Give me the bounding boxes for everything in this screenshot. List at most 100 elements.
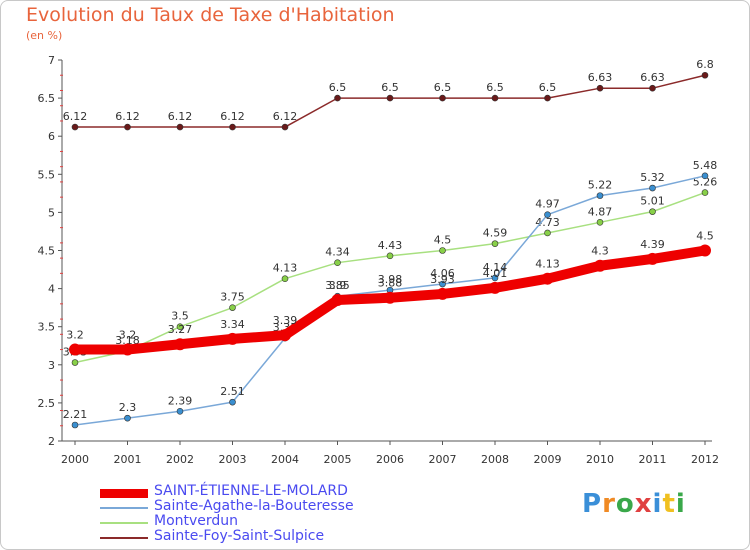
x-tick-label: 2008: [481, 453, 509, 466]
data-label: 4.43: [378, 239, 403, 252]
legend-swatch: [100, 537, 148, 539]
data-label: 6.12: [115, 110, 140, 123]
data-point: [649, 184, 656, 192]
data-label: 4.14: [483, 261, 508, 274]
data-point: [229, 123, 236, 131]
data-label: 4.97: [535, 198, 560, 211]
data-label: 6.5: [434, 81, 452, 94]
data-point: [436, 287, 449, 300]
y-tick-label: 6.5: [38, 92, 56, 105]
data-point: [596, 192, 604, 199]
y-tick-label: 4.5: [38, 245, 56, 258]
data-label: 3.27: [168, 323, 193, 336]
data-point: [281, 123, 289, 131]
y-tick-label: 5.5: [38, 168, 56, 181]
data-label: 4.39: [640, 238, 665, 251]
logo-letter: o: [615, 489, 635, 519]
chart-subtitle: (en %): [26, 29, 63, 42]
data-point: [279, 329, 291, 342]
data-point: [544, 229, 551, 237]
data-point: [124, 123, 131, 131]
data-label: 3.39: [273, 314, 298, 327]
data-point: [491, 240, 499, 247]
x-tick-label: 2005: [324, 453, 352, 466]
data-point: [71, 359, 79, 366]
x-tick-label: 2010: [586, 453, 614, 466]
data-label: 3.85: [325, 279, 350, 292]
data-label: 2.21: [63, 408, 88, 421]
data-point: [176, 323, 184, 331]
data-point: [596, 84, 604, 92]
x-tick-label: 2012: [691, 453, 719, 466]
legend-label: SAINT-ÉTIENNE-LE-MOLARD: [154, 483, 348, 499]
data-label: 6.5: [329, 81, 347, 94]
data-point: [226, 332, 239, 345]
data-point: [334, 94, 341, 102]
data-point: [439, 247, 446, 254]
data-label: 5.48: [693, 159, 718, 172]
data-label: 6.12: [63, 110, 88, 123]
data-point: [386, 252, 394, 260]
logo-letter: r: [602, 489, 616, 519]
data-point: [439, 280, 446, 288]
legend-label: Montverdun: [154, 513, 239, 529]
y-tick-label: 2: [48, 435, 55, 448]
data-label: 6.5: [486, 81, 504, 94]
data-point: [541, 272, 554, 285]
data-point: [174, 338, 186, 351]
data-point: [489, 281, 501, 294]
x-tick-label: 2006: [376, 453, 404, 466]
data-label: 5.22: [588, 179, 613, 192]
data-label: 6.12: [168, 110, 193, 123]
y-tick-label: 5: [48, 206, 55, 219]
logo-letter: x: [634, 489, 653, 519]
x-tick-label: 2004: [271, 453, 299, 466]
data-label: 3.75: [220, 291, 245, 304]
data-label: 4.34: [325, 246, 350, 259]
data-label: 6.63: [588, 71, 613, 84]
data-point: [594, 259, 606, 272]
logo-letter: t: [662, 489, 676, 519]
data-point: [384, 291, 396, 304]
data-point: [701, 189, 709, 196]
legend-label: Sainte-Foy-Saint-Sulpice: [154, 528, 325, 544]
data-point: [544, 211, 551, 218]
proxiti-logo: Proxiti: [582, 489, 686, 519]
data-label: 3.2: [66, 329, 84, 342]
legend-item-montverdun: Montverdun: [100, 513, 420, 532]
data-point: [491, 94, 499, 102]
data-label: 3.93: [430, 273, 455, 286]
data-label: 2.51: [220, 385, 245, 398]
data-point: [491, 274, 499, 282]
y-tick-label: 7: [48, 54, 55, 67]
x-tick-label: 2000: [61, 453, 89, 466]
data-label: 4.5: [434, 234, 452, 247]
data-point: [596, 219, 604, 226]
data-point: [281, 275, 289, 282]
data-label: 3.9: [329, 279, 347, 292]
data-point: [124, 414, 131, 422]
x-tick-label: 2009: [534, 453, 562, 466]
y-tick-label: 3.5: [38, 321, 56, 334]
data-label: 4.87: [588, 205, 613, 218]
legend-swatch: [100, 507, 148, 509]
data-point: [386, 94, 394, 102]
data-point: [544, 94, 551, 102]
data-label: 4.13: [273, 262, 298, 275]
data-label: 2.3: [119, 401, 137, 414]
x-tick-label: 2001: [114, 453, 142, 466]
legend-swatch: [100, 489, 148, 498]
logo-letter: i: [652, 489, 663, 519]
data-label: 4.73: [535, 216, 560, 229]
data-point: [69, 343, 81, 356]
data-point: [121, 343, 134, 356]
data-label: 3.18: [115, 334, 140, 347]
data-point: [701, 71, 709, 79]
data-label: 3.5: [171, 310, 189, 323]
chart-title: Evolution du Taux de Taxe d'Habitation: [26, 4, 395, 26]
data-label: 5.32: [640, 171, 665, 184]
data-point: [176, 407, 184, 415]
x-tick-label: 2011: [639, 453, 667, 466]
